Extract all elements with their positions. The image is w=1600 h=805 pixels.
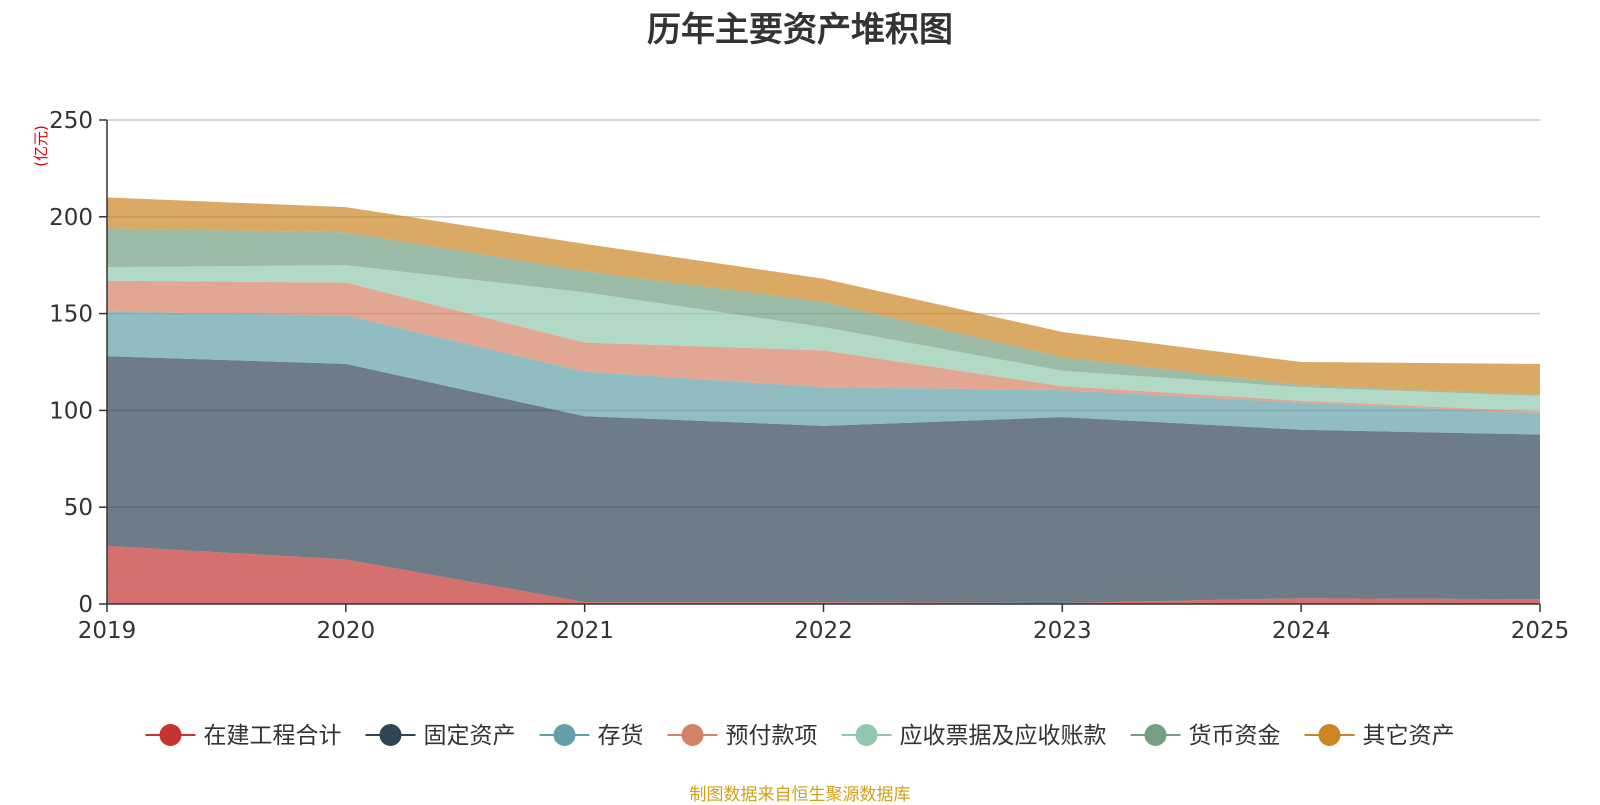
x-tick-label: 2019 [78,618,137,644]
area-series-4 [107,265,1540,412]
area-series-6 [107,197,1540,395]
legend-marker [681,724,704,746]
legend-marker [1144,724,1167,746]
area-series [107,197,1540,604]
y-tick-label: 200 [49,205,93,231]
x-tick-label: 2025 [1511,618,1570,644]
legend-marker [1318,724,1341,746]
area-series-5 [107,228,1540,396]
y-unit-label: (亿元) [32,125,50,167]
x-tick-label: 2022 [794,618,853,644]
legend-marker [159,724,182,746]
y-tick-label: 100 [49,398,93,424]
x-tick-label: 2024 [1272,618,1331,644]
y-tick-label: 150 [49,302,93,328]
legend-item-3[interactable]: 预付款项 [667,723,818,749]
chart-title: 历年主要资产堆积图 [647,10,953,50]
y-tick-label: 250 [49,108,93,134]
area-series-1 [107,356,1540,604]
y-tick-label: 50 [64,495,93,521]
legend-label: 货币资金 [1189,723,1281,749]
legend-item-0[interactable]: 在建工程合计 [145,723,342,749]
axes: 0 50 100 150 200 250 2019 2020 2021 2022 2023 2024 2… [32,108,1569,644]
legend-marker [379,724,402,746]
legend-item-2[interactable]: 存货 [539,723,644,749]
legend-marker [855,724,878,746]
legend-item-5[interactable]: 货币资金 [1130,723,1281,749]
legend-item-4[interactable]: 应收票据及应收账款 [841,723,1107,749]
area-series-2 [107,311,1540,435]
legend-label: 在建工程合计 [204,723,342,749]
area-series-3 [107,280,1540,414]
legend-marker [553,724,576,746]
y-tick-label: 0 [78,592,93,618]
legend-item-6[interactable]: 其它资产 [1304,723,1455,749]
legend-label: 存货 [598,723,644,749]
legend-label: 固定资产 [424,723,516,749]
x-tick-label: 2023 [1033,618,1092,644]
legend-label: 应收票据及应收账款 [900,723,1107,749]
x-tick-label: 2020 [317,618,376,644]
legend-item-1[interactable]: 固定资产 [365,723,516,749]
area-series-0 [107,545,1540,604]
legend-label: 其它资产 [1363,723,1455,749]
legend-label: 预付款项 [726,723,818,749]
legend: 在建工程合计 固定资产 存货 预付款项 应收票据及应收账款 货币资金 其它资产 [145,723,1455,749]
x-tick-label: 2021 [555,618,614,644]
source-note: 制图数据来自恒生聚源数据库 [689,785,911,805]
